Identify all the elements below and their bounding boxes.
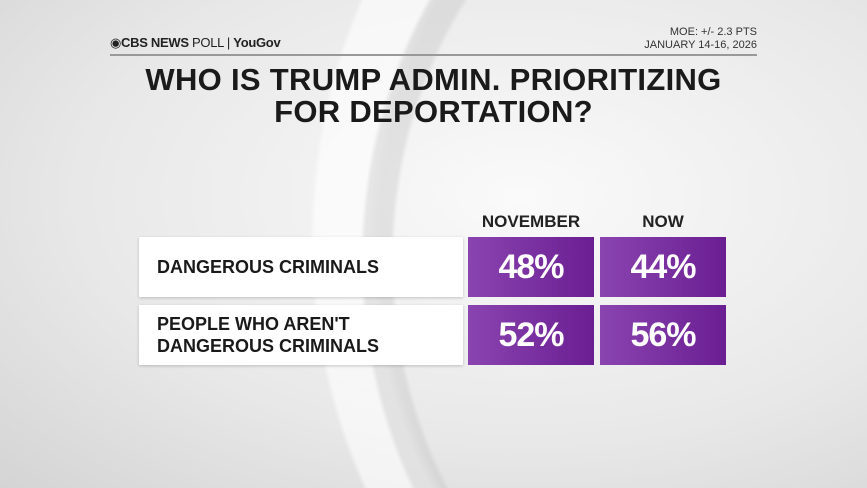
brand: CBS NEWS [121,35,189,50]
value-cell: 44% [600,237,726,297]
moe: MOE: +/- 2.3 PTS [669,26,757,38]
row-label-line: DANGEROUS CRIMINALS [157,336,380,356]
title-line: FOR DEPORTATION? [274,94,593,129]
poll-label: POLL [192,35,224,50]
value-cell: 48% [468,237,594,297]
column-header-november: NOVEMBER [481,212,581,231]
partner-logo: YouGov [233,35,281,50]
divider [110,54,757,56]
value-label: 52% [498,315,564,354]
page-title: WHO IS TRUMP ADMIN. PRIORITIZING FOR DEPO… [0,64,867,128]
column-header-now: NOW [642,212,684,231]
value-label: 48% [498,247,564,286]
title-line: WHO IS TRUMP ADMIN. PRIORITIZING [145,62,722,97]
row-label: PEOPLE WHO AREN'T DANGEROUS CRIMINALS [139,305,463,365]
value-cell: 56% [600,305,726,365]
row-label-line: PEOPLE WHO AREN'T [157,314,350,334]
value-cell: 52% [468,305,594,365]
cbs-news-poll-logo: ◉CBS NEWS POLL | YouGov [110,35,281,50]
row-label: DANGEROUS CRIMINALS [139,237,463,297]
poll-meta: MOE: +/- 2.3 PTS JANUARY 14-16, 2026 [644,26,757,52]
dates: JANUARY 14-16, 2026 [644,39,757,51]
value-label: 44% [630,247,696,286]
value-label: 56% [630,315,696,354]
cbs-eye-icon: ◉ [110,35,122,50]
